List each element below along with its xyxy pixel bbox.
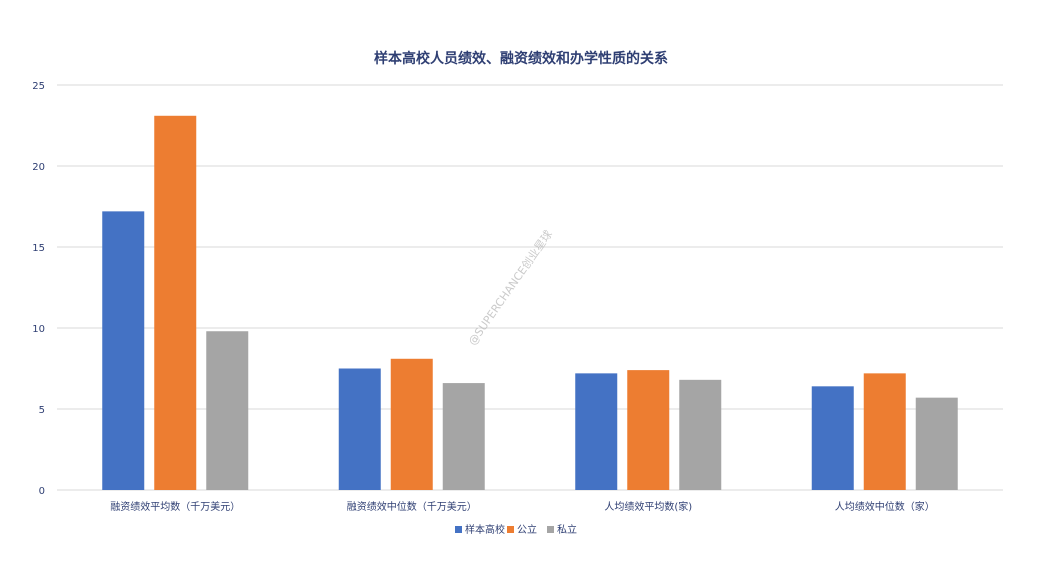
bar-2-1 xyxy=(338,368,381,490)
y-tick-label: 0 xyxy=(39,486,45,497)
x-category-label: 人均绩效平均数(家) xyxy=(604,500,692,513)
gridlines xyxy=(57,84,1003,491)
legend-swatch xyxy=(507,526,514,533)
bar-4-3 xyxy=(915,397,958,490)
bar-4-1 xyxy=(811,386,854,490)
bar-2-3 xyxy=(442,383,485,490)
bar-3-2 xyxy=(627,370,670,490)
bar-4-2 xyxy=(863,373,906,490)
watermark-text: @SUPERCHANCE创业星球 xyxy=(465,227,555,347)
chart-title: 样本高校人员绩效、融资绩效和办学性质的关系 xyxy=(374,50,668,67)
bar-1-1 xyxy=(102,211,145,491)
legend: 样本高校 公立 私立 xyxy=(455,523,577,536)
legend-label: 私立 xyxy=(557,523,577,536)
bar-2-2 xyxy=(390,358,433,490)
x-category-label: 融资绩效中位数（千万美元） xyxy=(347,500,477,513)
bar-3-3 xyxy=(679,379,722,490)
y-tick-label: 15 xyxy=(32,243,45,254)
bars xyxy=(102,115,958,491)
x-axis-categories: 融资绩效平均数（千万美元） 融资绩效中位数（千万美元） 人均绩效平均数(家) 人均绩效… xyxy=(110,500,935,513)
legend-label: 公立 xyxy=(517,523,537,536)
legend-swatch xyxy=(547,526,554,533)
x-category-label: 融资绩效平均数（千万美元） xyxy=(110,500,240,513)
y-tick-label: 25 xyxy=(32,81,45,92)
legend-label: 样本高校 xyxy=(465,523,505,536)
bar-1-2 xyxy=(154,115,197,490)
bar-3-1 xyxy=(575,373,618,490)
legend-swatch xyxy=(455,526,462,533)
y-tick-label: 20 xyxy=(32,162,45,173)
bar-1-3 xyxy=(206,331,249,490)
y-tick-label: 5 xyxy=(39,405,45,416)
x-category-label: 人均绩效中位数（家） xyxy=(835,500,935,513)
y-axis-ticks: 0 5 10 15 20 25 xyxy=(32,81,45,497)
y-tick-label: 10 xyxy=(32,324,45,335)
